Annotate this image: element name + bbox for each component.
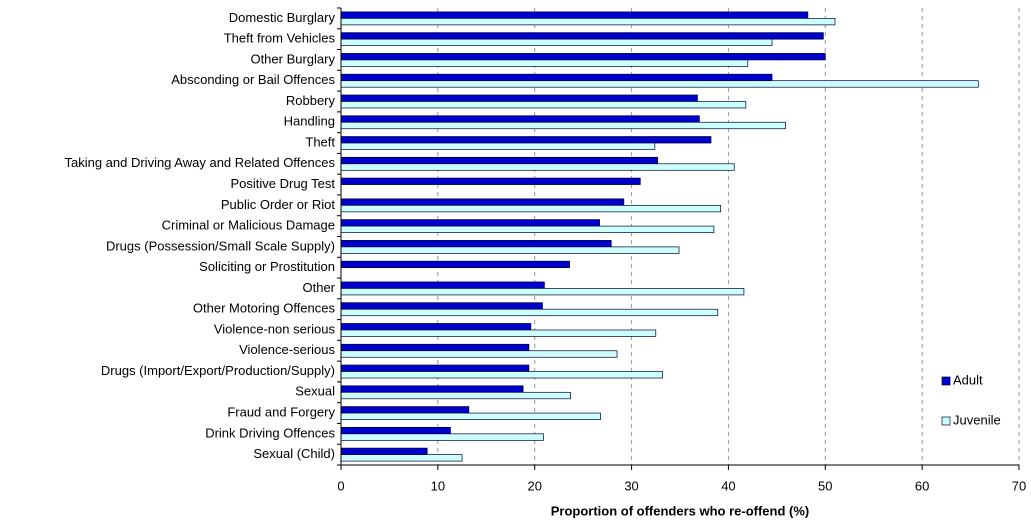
y-tick-label: Soliciting or Prostitution — [199, 259, 335, 274]
y-tick-label: Public Order or Riot — [221, 197, 336, 212]
bar — [340, 219, 600, 227]
legend-label: Juvenile — [953, 412, 1001, 427]
legend-swatch — [941, 376, 951, 386]
bar — [340, 412, 601, 420]
bar — [340, 343, 530, 352]
x-tick-label: 40 — [721, 478, 735, 493]
y-tick-label: Handling — [284, 114, 335, 129]
y-tick-label: Other Motoring Offences — [193, 301, 336, 316]
bar — [340, 329, 657, 337]
y-tick-label: Domestic Burglary — [229, 10, 336, 25]
bar — [340, 406, 470, 414]
bar — [340, 246, 680, 254]
bar — [340, 121, 786, 130]
x-tick-label: 70 — [1012, 478, 1026, 493]
y-tick-label: Violence-non serious — [214, 321, 336, 336]
y-tick-label: Fraud and Forgery — [227, 405, 335, 420]
bar — [340, 391, 571, 400]
bar — [340, 163, 735, 171]
bar — [340, 260, 570, 269]
bar — [340, 59, 749, 67]
bar — [340, 38, 773, 47]
y-tick-label: Theft from Vehicles — [224, 31, 336, 46]
y-tick-label: Violence-serious — [239, 342, 335, 357]
bar — [340, 433, 544, 441]
y-tick-label: Robbery — [286, 93, 336, 108]
bar — [340, 302, 543, 310]
bar — [340, 364, 530, 372]
x-tick-label: 30 — [624, 478, 638, 493]
bar — [340, 204, 722, 213]
bar — [340, 94, 698, 102]
bar — [340, 142, 656, 150]
y-tick-label: Theft — [305, 134, 335, 149]
y-tick-label: Other Burglary — [250, 51, 335, 66]
bar — [340, 53, 826, 61]
y-tick-label: Drink Driving Offences — [205, 425, 335, 440]
bar — [340, 11, 809, 19]
bar — [340, 101, 747, 109]
bar — [340, 281, 545, 289]
x-tick-label: 50 — [818, 478, 832, 493]
bar — [340, 73, 773, 82]
legend-label: Adult — [953, 372, 983, 387]
bar — [340, 225, 715, 233]
bar — [340, 115, 700, 123]
x-tick-label: 10 — [431, 478, 445, 493]
bar — [340, 80, 979, 88]
bar — [340, 426, 451, 435]
y-tick-label: Sexual — [295, 384, 335, 399]
bar — [340, 454, 463, 462]
bar — [340, 198, 625, 206]
y-tick-label: Drugs (Possession/Small Scale Supply) — [106, 238, 335, 253]
bar — [340, 177, 641, 185]
y-tick-label: Other — [302, 280, 335, 295]
legend-swatch — [941, 416, 951, 426]
bar — [340, 323, 532, 331]
bar — [340, 32, 824, 40]
y-tick-label: Absconding or Bail Offences — [171, 72, 335, 87]
y-tick-label: Sexual (Child) — [253, 446, 335, 461]
bar — [340, 371, 663, 379]
y-tick-label: Positive Drug Test — [230, 176, 335, 191]
bar — [340, 308, 719, 317]
bar — [340, 447, 428, 455]
x-axis-title: Proportion of offenders who re-offend (%… — [551, 503, 810, 518]
bar — [340, 350, 618, 358]
bar — [340, 136, 712, 144]
bar — [340, 385, 524, 393]
bar — [340, 18, 836, 26]
y-tick-label: Criminal or Malicious Damage — [162, 218, 335, 233]
y-tick-label: Taking and Driving Away and Related Offe… — [64, 155, 335, 170]
bar — [340, 240, 612, 248]
x-tick-label: 60 — [915, 478, 929, 493]
bar — [340, 288, 745, 296]
bar — [340, 156, 659, 165]
x-tick-label: 20 — [527, 478, 541, 493]
x-tick-label: 0 — [337, 478, 344, 493]
y-tick-label: Drugs (Import/Export/Production/Supply) — [101, 363, 335, 378]
